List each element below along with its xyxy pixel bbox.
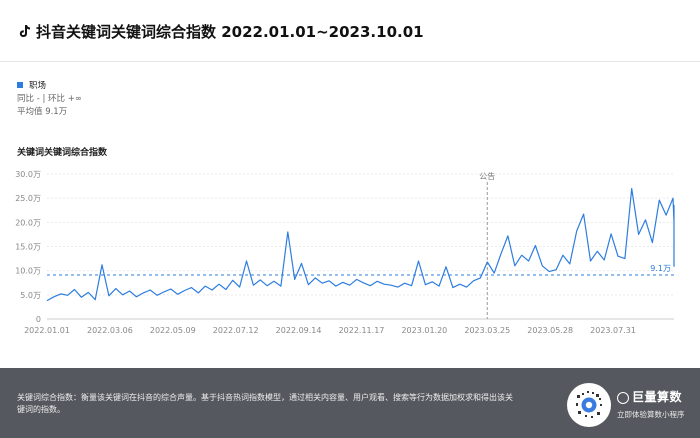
x-tick-label: 2023.05.28: [527, 326, 573, 335]
qr-code[interactable]: [567, 383, 611, 427]
brand-logo-icon: [617, 391, 629, 404]
series-line: [46, 187, 675, 302]
x-tick-label: 2022.03.06: [87, 326, 133, 335]
annotation-label: 公告: [479, 171, 495, 181]
douyin-logo-icon: [19, 25, 30, 37]
x-tick-label: 2022.05.09: [150, 326, 196, 335]
y-tick-label: 30.0万: [15, 170, 41, 179]
y-tick-label: 0: [36, 315, 41, 324]
footer-description: 关键词综合指数：衡量该关键词在抖音的综合声量。基于抖音热词指数模型，通过相关内容…: [17, 393, 513, 414]
y-tick-label: 15.0万: [15, 243, 41, 252]
brand-name-row: 巨量算数: [617, 388, 685, 405]
x-tick-label: 2023.01.20: [401, 326, 447, 335]
average-stat: 平均值 9.1万: [17, 107, 68, 117]
x-tick-label: 2022.09.14: [276, 326, 322, 335]
brand-name: 巨量算数: [632, 390, 683, 404]
chart-title: 关键词关键词综合指数: [17, 148, 108, 158]
y-tick-label: 5.0万: [20, 291, 41, 300]
header: 抖音关键词关键词综合指数 2022.01.01~2023.10.01: [0, 0, 700, 62]
x-tick-label: 2022.07.12: [213, 326, 259, 335]
qr-code-icon: [570, 386, 608, 424]
y-tick-label: 25.0万: [15, 194, 41, 203]
x-tick-label: 2023.07.31: [590, 326, 636, 335]
x-tick-label: 2022.01.01: [24, 326, 70, 335]
y-tick-label: 10.0万: [15, 267, 41, 276]
legend-panel: 职场 同比 - | 环比 +∞ 平均值 9.1万: [17, 80, 82, 119]
legend-series-name: 职场: [29, 81, 47, 91]
average-label: 9.1万: [650, 264, 671, 273]
yoy-stat: 同比 - | 环比 +∞: [17, 94, 82, 104]
legend-item[interactable]: 职场: [17, 80, 82, 93]
y-tick-label: 20.0万: [15, 218, 41, 227]
x-tick-label: 2022.11.17: [339, 326, 385, 335]
line-chart: 0 5.0万 10.0万 15.0万 20.0万 25.0万 30.0万 2022.01.01…: [15, 170, 675, 335]
brand: 巨量算数 立即体验算数小程序: [617, 388, 685, 420]
brand-tagline[interactable]: 立即体验算数小程序: [617, 410, 685, 419]
page-title: 抖音关键词关键词综合指数 2022.01.01~2023.10.01: [36, 23, 424, 41]
legend-swatch: [17, 81, 23, 88]
x-tick-label: 2023.03.25: [464, 326, 510, 335]
